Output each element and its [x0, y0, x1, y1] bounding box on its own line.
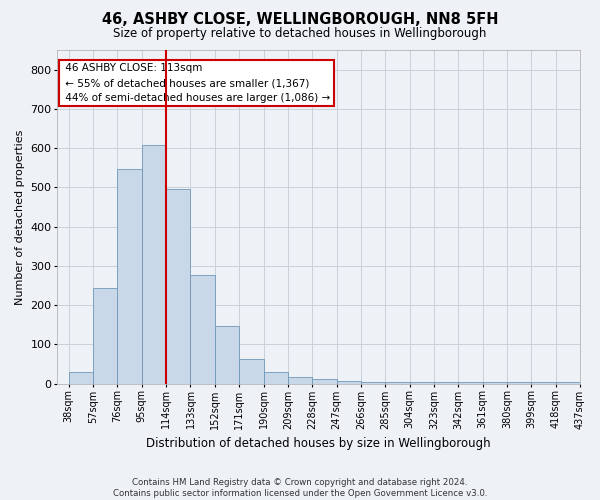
- Bar: [385, 382, 410, 384]
- Bar: [556, 382, 580, 384]
- Bar: [69, 372, 93, 384]
- Bar: [142, 145, 166, 384]
- Bar: [458, 382, 482, 384]
- Bar: [410, 382, 434, 384]
- Bar: [263, 372, 288, 384]
- Bar: [239, 359, 263, 384]
- Bar: [166, 190, 190, 384]
- Bar: [507, 382, 532, 384]
- Bar: [482, 382, 507, 384]
- Bar: [215, 326, 239, 384]
- Bar: [361, 382, 385, 384]
- Bar: [190, 274, 215, 384]
- Text: Size of property relative to detached houses in Wellingborough: Size of property relative to detached ho…: [113, 28, 487, 40]
- Text: Contains HM Land Registry data © Crown copyright and database right 2024.
Contai: Contains HM Land Registry data © Crown c…: [113, 478, 487, 498]
- Bar: [337, 380, 361, 384]
- Text: 46, ASHBY CLOSE, WELLINGBOROUGH, NN8 5FH: 46, ASHBY CLOSE, WELLINGBOROUGH, NN8 5FH: [102, 12, 498, 28]
- X-axis label: Distribution of detached houses by size in Wellingborough: Distribution of detached houses by size …: [146, 437, 491, 450]
- Bar: [532, 382, 556, 384]
- Bar: [288, 376, 312, 384]
- Text: 46 ASHBY CLOSE: 113sqm
 ← 55% of detached houses are smaller (1,367)
 44% of sem: 46 ASHBY CLOSE: 113sqm ← 55% of detached…: [62, 64, 331, 103]
- Bar: [93, 288, 118, 384]
- Bar: [312, 379, 337, 384]
- Bar: [118, 168, 142, 384]
- Y-axis label: Number of detached properties: Number of detached properties: [15, 129, 25, 304]
- Bar: [434, 382, 458, 384]
